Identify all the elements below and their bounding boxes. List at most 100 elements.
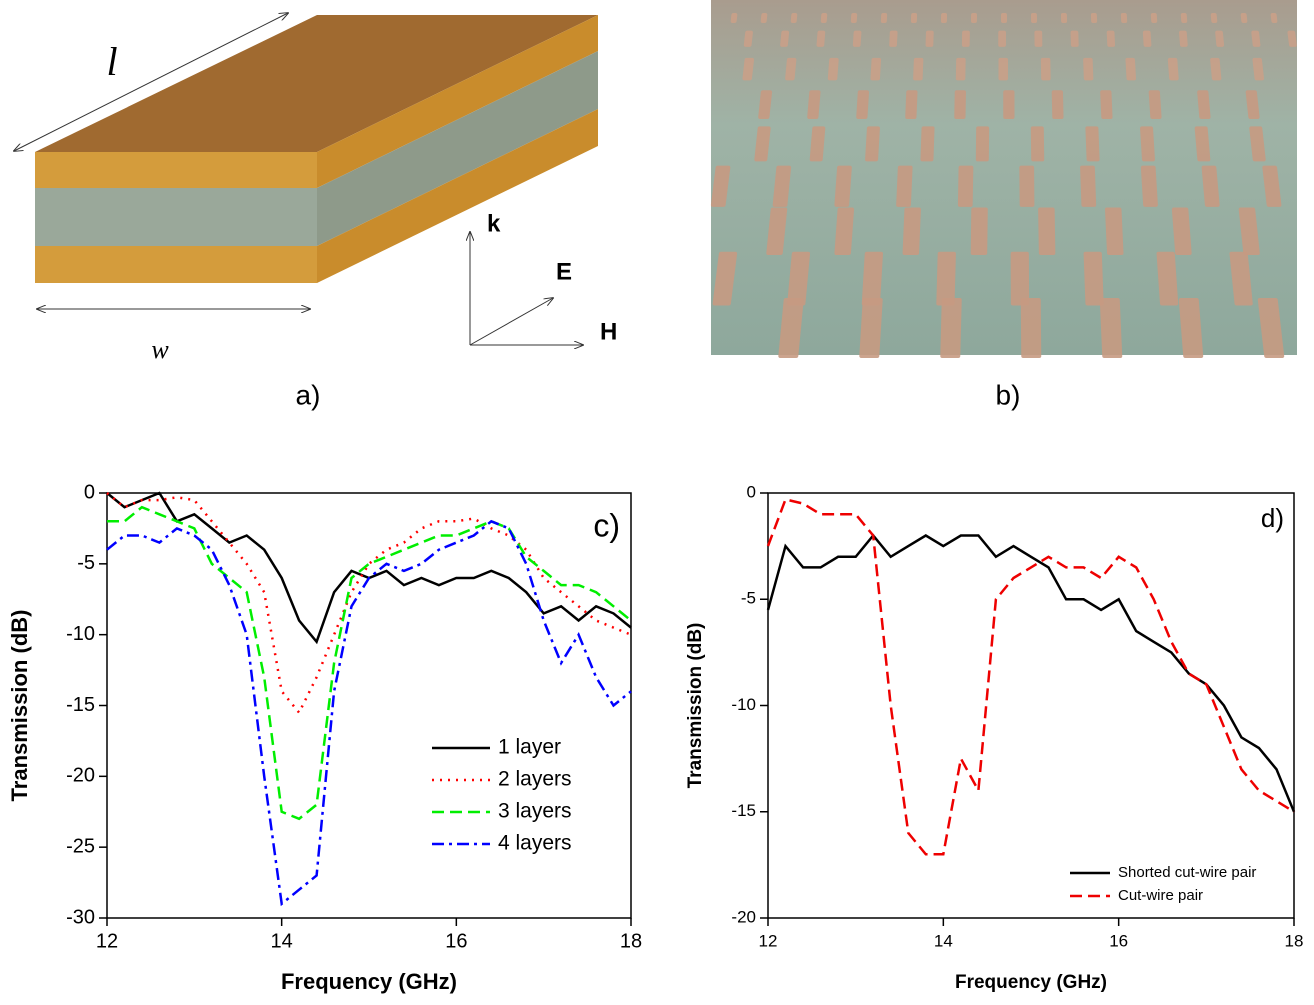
copper-strip	[940, 298, 962, 358]
copper-strip	[902, 208, 921, 256]
copper-strip	[1034, 31, 1042, 47]
x-axis-label: Frequency (GHz)	[955, 972, 1107, 993]
legend-label: Shorted cut-wire pair	[1118, 864, 1256, 881]
series-line	[768, 536, 1294, 812]
y-tick-label: -5	[741, 589, 756, 608]
copper-strip	[1151, 13, 1158, 23]
copper-strip	[998, 31, 1006, 47]
length-label: l	[106, 39, 117, 84]
legend-label: Cut-wire pair	[1118, 887, 1203, 904]
y-tick-label: -15	[731, 801, 756, 820]
legend-label: 4 layers	[498, 832, 572, 855]
x-tick-label: 18	[1285, 931, 1304, 950]
x-tick-label: 12	[96, 930, 118, 952]
copper-strip	[760, 13, 767, 23]
y-tick-label: 0	[747, 482, 756, 501]
copper-strip	[1031, 126, 1044, 161]
copper-strip	[962, 31, 970, 47]
copper-strip	[859, 298, 883, 358]
copper-strip	[1215, 31, 1224, 47]
copper-strip	[1038, 208, 1055, 256]
copper-strip	[1085, 126, 1099, 161]
copper-strip	[1141, 166, 1158, 207]
x-tick-label: 18	[620, 930, 642, 952]
copper-strip	[1121, 13, 1128, 23]
copper-strip	[828, 58, 839, 81]
copper-strip	[1031, 13, 1037, 23]
copper-strip	[925, 31, 933, 47]
copper-strip	[1061, 13, 1067, 23]
figure: l w k E H a) b) 12 14 16 18 0 -5 -10 -15 -20 -25 -…	[0, 0, 1314, 1000]
copper-strip	[936, 252, 956, 306]
copper-strip	[1019, 166, 1034, 207]
y-axis-label: Transmission (dB)	[685, 623, 706, 789]
y-tick-label: -30	[66, 906, 95, 928]
copper-strip	[816, 31, 825, 47]
copper-strip	[1168, 58, 1179, 81]
copper-strip	[881, 13, 888, 23]
copper-strip	[1149, 90, 1162, 119]
copper-strip	[1100, 90, 1113, 119]
copper-strip	[1240, 13, 1247, 23]
copper-strip	[791, 13, 798, 23]
y-tick-label: -25	[66, 835, 95, 857]
copper-strip	[998, 58, 1008, 81]
y-tick-label: -15	[66, 694, 95, 716]
copper-strip	[1107, 31, 1116, 47]
panel-label: d)	[1261, 503, 1284, 533]
copper-strip	[1211, 13, 1218, 23]
copper-strip	[834, 208, 854, 256]
series-line	[107, 493, 631, 642]
copper-strip	[1179, 31, 1188, 47]
copper-strip	[971, 208, 988, 256]
copper-strip	[1011, 252, 1030, 306]
copper-strip	[954, 90, 966, 119]
copper-strip	[1021, 298, 1042, 358]
y-axis-label: Transmission (dB)	[7, 610, 32, 802]
copper-strip	[1091, 13, 1097, 23]
copper-strip	[971, 13, 977, 23]
legend-label: 3 layers	[498, 800, 572, 823]
axis-e: E	[556, 258, 572, 285]
panel-label: b)	[996, 379, 1021, 410]
copper-strip	[976, 126, 989, 161]
legend-label: 1 layer	[498, 736, 561, 759]
axis-k: k	[487, 210, 501, 237]
copper-strip	[1100, 298, 1123, 358]
x-tick-label: 14	[934, 931, 953, 950]
x-tick-label: 16	[1109, 931, 1128, 950]
copper-strip	[1084, 252, 1104, 306]
copper-strip	[1143, 31, 1152, 47]
axis-h: H	[600, 318, 617, 345]
copper-strip	[865, 126, 880, 161]
panel-label: a)	[296, 379, 321, 410]
copper-strip	[780, 31, 789, 47]
copper-strip	[870, 58, 881, 81]
copper-strip	[856, 90, 869, 119]
copper-strip	[821, 13, 828, 23]
slab-diagram	[14, 13, 598, 345]
y-tick-label: -5	[77, 552, 95, 574]
copper-strip	[1140, 126, 1155, 161]
copper-strip	[1105, 208, 1124, 256]
copper-strip	[1083, 58, 1093, 81]
y-tick-label: 0	[84, 481, 95, 503]
copper-strip	[920, 126, 934, 161]
copper-strip	[889, 31, 898, 47]
width-label: w	[151, 335, 169, 364]
copper-strip	[958, 166, 974, 207]
copper-strip	[1156, 252, 1178, 306]
y-tick-label: -20	[66, 765, 95, 787]
sample-photo	[711, 0, 1297, 358]
copper-strip	[956, 58, 966, 81]
series-line	[768, 499, 1294, 854]
copper-strip	[905, 90, 917, 119]
copper-strip	[853, 31, 862, 47]
y-tick-label: -10	[66, 623, 95, 645]
copper-strip	[911, 13, 917, 23]
copper-strip	[1070, 31, 1078, 47]
copper-strip	[1080, 166, 1096, 207]
x-tick-label: 16	[445, 930, 467, 952]
y-tick-label: -10	[731, 695, 756, 714]
copper-strip	[896, 166, 913, 207]
